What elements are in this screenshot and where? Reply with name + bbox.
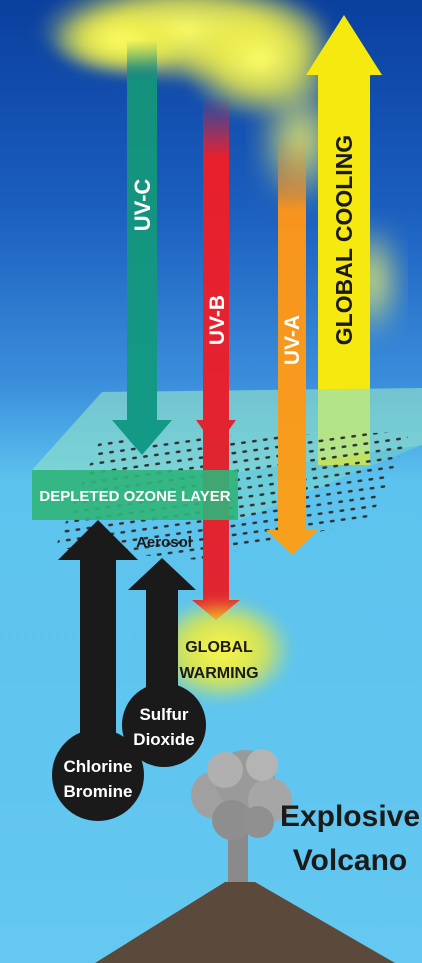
uvb-label: UV-B <box>206 295 229 345</box>
global-warming-label-1: GLOBAL <box>185 639 253 656</box>
sulfur-dioxide-bubble: Sulfur Dioxide <box>122 683 206 767</box>
global-cooling-label: GLOBAL COOLING <box>331 135 357 345</box>
global-warming-glow: GLOBAL WARMING <box>152 598 292 702</box>
chlorine-bromine-bubble: Chlorine Bromine <box>52 729 144 821</box>
global-warming-label-2: WARMING <box>179 665 258 682</box>
global-cooling-arrow: GLOBAL COOLING <box>306 15 382 465</box>
ozone-layer-box: DEPLETED OZONE LAYER <box>32 470 238 520</box>
volcano-label-2: Volcano <box>293 844 407 877</box>
sulfur-dioxide-label-2: Dioxide <box>133 730 194 749</box>
uva-arrow: UV-A <box>266 135 318 555</box>
volcano-smoke <box>191 749 292 890</box>
aerosol-label: Aerosol <box>136 534 192 551</box>
sulfur-dioxide-label-1: Sulfur <box>139 705 188 724</box>
chlorine-bromine-label-1: Chlorine <box>64 757 133 776</box>
uvc-arrow: UV-C <box>112 40 172 455</box>
volcano-mountain <box>95 882 395 963</box>
ozone-layer-label: DEPLETED OZONE LAYER <box>39 488 230 505</box>
uva-label: UV-A <box>281 315 304 365</box>
chlorine-bromine-arrow <box>58 520 138 760</box>
sulfur-dioxide-arrow <box>128 558 196 720</box>
chlorine-bromine-label-2: Bromine <box>64 782 133 801</box>
uvc-label: UV-C <box>130 179 155 232</box>
volcano-label-1: Explosive <box>280 800 420 833</box>
